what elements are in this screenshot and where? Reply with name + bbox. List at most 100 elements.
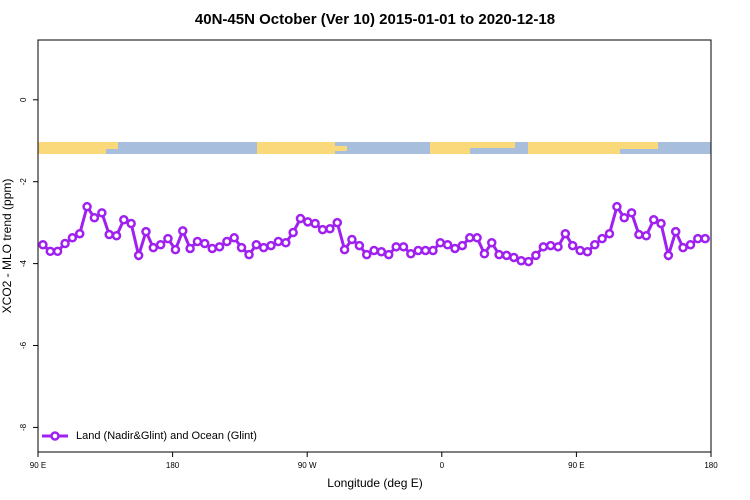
x-tick-label: 90 W	[298, 461, 317, 470]
data-point	[641, 231, 651, 241]
data-point	[104, 229, 114, 240]
data-point	[141, 226, 151, 237]
data-point	[398, 242, 409, 252]
data-point	[170, 244, 181, 255]
y-tick-label: -8	[19, 423, 28, 431]
data-point	[236, 242, 247, 253]
data-point	[82, 201, 92, 212]
data-point	[310, 218, 320, 229]
data-point	[597, 233, 607, 244]
data-point	[303, 217, 313, 227]
data-point	[391, 242, 401, 252]
data-point	[479, 249, 490, 259]
data-point	[420, 245, 431, 256]
data-point	[347, 234, 357, 245]
data-point	[251, 240, 262, 250]
x-tick-label: 180	[704, 461, 718, 470]
data-point	[288, 227, 298, 238]
data-point	[266, 240, 276, 251]
data-point	[648, 215, 659, 225]
data-point	[678, 242, 688, 253]
data-point	[317, 224, 328, 235]
data-point	[74, 228, 85, 239]
data-point	[229, 233, 239, 243]
x-tick-label: 90 E	[568, 461, 584, 470]
data-point	[192, 236, 203, 247]
y-axis-label: XCO2 - MLO trend (ppm)	[0, 179, 14, 314]
data-point	[619, 212, 630, 223]
data-point	[634, 229, 644, 240]
y-tick-label: -6	[19, 341, 28, 349]
data-point	[487, 237, 497, 248]
data-point	[553, 242, 563, 252]
data-point	[52, 246, 63, 257]
data-point	[258, 242, 269, 253]
data-point	[428, 245, 438, 256]
data-point	[67, 233, 78, 243]
x-tick-label: 0	[440, 461, 445, 470]
chart-title: 40N-45N October (Ver 10) 2015-01-01 to 2…	[195, 11, 555, 28]
data-point	[516, 255, 526, 266]
y-tick-label: -2	[19, 178, 28, 186]
data-point	[545, 240, 556, 251]
data-point	[214, 242, 225, 252]
x-tick-label: 90 E	[30, 461, 46, 470]
data-point	[656, 218, 666, 229]
x-tick-label: 180	[166, 461, 180, 470]
data-point	[604, 228, 615, 239]
data-point	[435, 237, 446, 248]
data-point	[126, 218, 136, 229]
data-point	[163, 233, 173, 244]
y-tick-label: -4	[19, 260, 28, 268]
data-point	[111, 231, 122, 241]
data-point	[406, 249, 416, 259]
data-point	[663, 250, 674, 261]
data-point	[383, 249, 394, 260]
data-point	[590, 240, 600, 250]
data-point	[450, 243, 460, 254]
data-point	[325, 224, 335, 234]
data-point	[273, 236, 284, 247]
data-point	[60, 238, 70, 249]
plot-frame	[37, 39, 712, 453]
data-point	[567, 240, 578, 251]
data-point	[369, 245, 379, 256]
data-point	[693, 233, 703, 244]
data-point	[207, 243, 217, 254]
data-point	[38, 240, 48, 250]
y-tick-label: 0	[19, 97, 28, 102]
data-point	[89, 212, 100, 223]
data-point	[509, 252, 519, 263]
data-point	[670, 226, 681, 237]
data-point	[155, 240, 166, 250]
data-point	[442, 240, 453, 250]
data-point	[332, 217, 343, 228]
data-point	[560, 228, 571, 239]
data-point	[457, 240, 468, 251]
data-point	[178, 226, 188, 236]
data-point	[538, 242, 549, 252]
legend-marker	[50, 431, 60, 441]
data-point	[281, 237, 291, 248]
data-point	[361, 249, 372, 260]
data-point	[244, 249, 254, 260]
data-point	[354, 240, 365, 251]
data-point	[494, 249, 504, 260]
data-point	[685, 240, 696, 250]
data-point	[465, 233, 475, 243]
data-point	[531, 250, 541, 261]
data-point	[413, 245, 423, 256]
data-point	[523, 256, 534, 267]
legend-label: Land (Nadir&Glint) and Ocean (Glint)	[76, 430, 257, 442]
data-point	[185, 243, 195, 254]
data-point	[582, 246, 593, 257]
data-point	[626, 208, 637, 218]
data-point	[148, 242, 159, 253]
data-point	[339, 244, 350, 255]
land-ocean-strip	[38, 142, 711, 154]
data-point	[222, 236, 232, 247]
data-point	[472, 233, 482, 243]
data-point	[612, 201, 622, 212]
data-point	[119, 215, 129, 225]
